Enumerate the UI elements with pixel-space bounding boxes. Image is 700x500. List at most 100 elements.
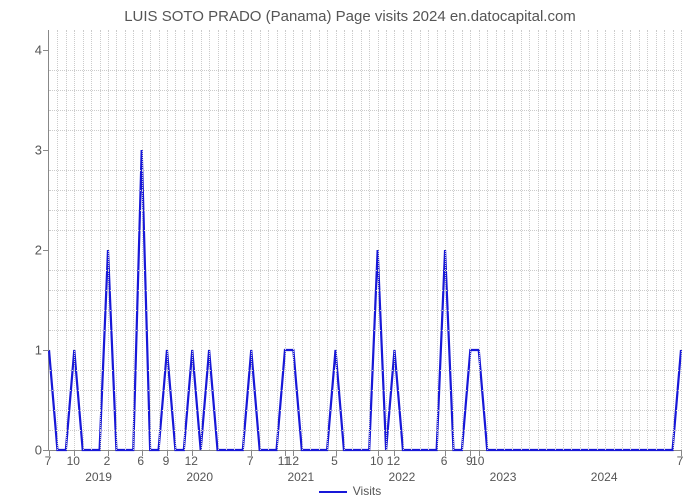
- grid-v: [310, 30, 311, 450]
- ytick-mark: [43, 150, 49, 151]
- ytick-label: 1: [12, 343, 42, 358]
- grid-v: [150, 30, 151, 450]
- grid-h: [49, 430, 681, 431]
- grid-v: [420, 30, 421, 450]
- ytick-mark: [43, 350, 49, 351]
- ytick-label: 4: [12, 43, 42, 58]
- grid-v: [664, 30, 665, 450]
- grid-v: [133, 30, 134, 450]
- grid-v: [538, 30, 539, 450]
- grid-v: [302, 30, 303, 450]
- grid-h: [49, 230, 681, 231]
- grid-v: [234, 30, 235, 450]
- grid-h: [49, 270, 681, 271]
- grid-h: [49, 170, 681, 171]
- chart-title: LUIS SOTO PRADO (Panama) Page visits 202…: [0, 8, 700, 25]
- grid-v: [512, 30, 513, 450]
- xtick-label: 12: [387, 454, 400, 468]
- grid-v: [521, 30, 522, 450]
- grid-v: [571, 30, 572, 450]
- grid-v: [83, 30, 84, 450]
- grid-v: [580, 30, 581, 450]
- grid-h: [49, 190, 681, 191]
- grid-v: [184, 30, 185, 450]
- grid-v: [344, 30, 345, 450]
- grid-v: [361, 30, 362, 450]
- grid-h: [49, 370, 681, 371]
- grid-h: [49, 70, 681, 71]
- grid-v: [167, 30, 168, 450]
- grid-v: [394, 30, 395, 450]
- grid-v: [66, 30, 67, 450]
- grid-v: [352, 30, 353, 450]
- grid-v: [681, 30, 682, 450]
- grid-v: [378, 30, 379, 450]
- grid-v: [656, 30, 657, 450]
- grid-v: [226, 30, 227, 450]
- grid-v: [293, 30, 294, 450]
- grid-h: [49, 90, 681, 91]
- grid-h: [49, 130, 681, 131]
- grid-v: [529, 30, 530, 450]
- grid-v: [116, 30, 117, 450]
- xtick-label: 7: [247, 454, 254, 468]
- grid-v: [588, 30, 589, 450]
- grid-v: [74, 30, 75, 450]
- legend-swatch: [319, 491, 347, 493]
- grid-h: [49, 410, 681, 411]
- xtick-label: 2: [104, 454, 111, 468]
- grid-v: [57, 30, 58, 450]
- ytick-mark: [43, 250, 49, 251]
- grid-v: [91, 30, 92, 450]
- grid-v: [100, 30, 101, 450]
- xtick-label: 10: [67, 454, 80, 468]
- xyear-label: 2022: [389, 470, 416, 484]
- visits-line: [49, 30, 681, 450]
- xtick-label: 10: [471, 454, 484, 468]
- grid-v: [327, 30, 328, 450]
- grid-v: [285, 30, 286, 450]
- grid-v: [142, 30, 143, 450]
- xyear-label: 2024: [591, 470, 618, 484]
- grid-v: [647, 30, 648, 450]
- xtick-label: 12: [185, 454, 198, 468]
- xtick-label: 5: [331, 454, 338, 468]
- grid-v: [268, 30, 269, 450]
- grid-v: [453, 30, 454, 450]
- xtick-label: 6: [137, 454, 144, 468]
- legend: Visits: [0, 484, 700, 498]
- grid-v: [479, 30, 480, 450]
- ytick-label: 2: [12, 243, 42, 258]
- grid-v: [411, 30, 412, 450]
- grid-v: [159, 30, 160, 450]
- grid-v: [369, 30, 370, 450]
- xtick-label: 7: [45, 454, 52, 468]
- xtick-label: 12: [286, 454, 299, 468]
- grid-v: [470, 30, 471, 450]
- xyear-label: 2020: [186, 470, 213, 484]
- xtick-label: 9: [163, 454, 170, 468]
- grid-v: [546, 30, 547, 450]
- grid-h: [49, 290, 681, 291]
- grid-h: [49, 390, 681, 391]
- grid-v: [622, 30, 623, 450]
- grid-v: [192, 30, 193, 450]
- grid-v: [614, 30, 615, 450]
- grid-v: [218, 30, 219, 450]
- grid-v: [504, 30, 505, 450]
- grid-h: [49, 210, 681, 211]
- grid-v: [277, 30, 278, 450]
- xtick-label: 10: [370, 454, 383, 468]
- xyear-label: 2023: [490, 470, 517, 484]
- ytick-label: 3: [12, 143, 42, 158]
- plot-area: [48, 30, 681, 451]
- ytick-mark: [43, 50, 49, 51]
- grid-v: [639, 30, 640, 450]
- grid-v: [260, 30, 261, 450]
- grid-v: [605, 30, 606, 450]
- grid-v: [386, 30, 387, 450]
- grid-h: [49, 330, 681, 331]
- grid-v: [555, 30, 556, 450]
- grid-h: [49, 310, 681, 311]
- xtick-label: 7: [677, 454, 684, 468]
